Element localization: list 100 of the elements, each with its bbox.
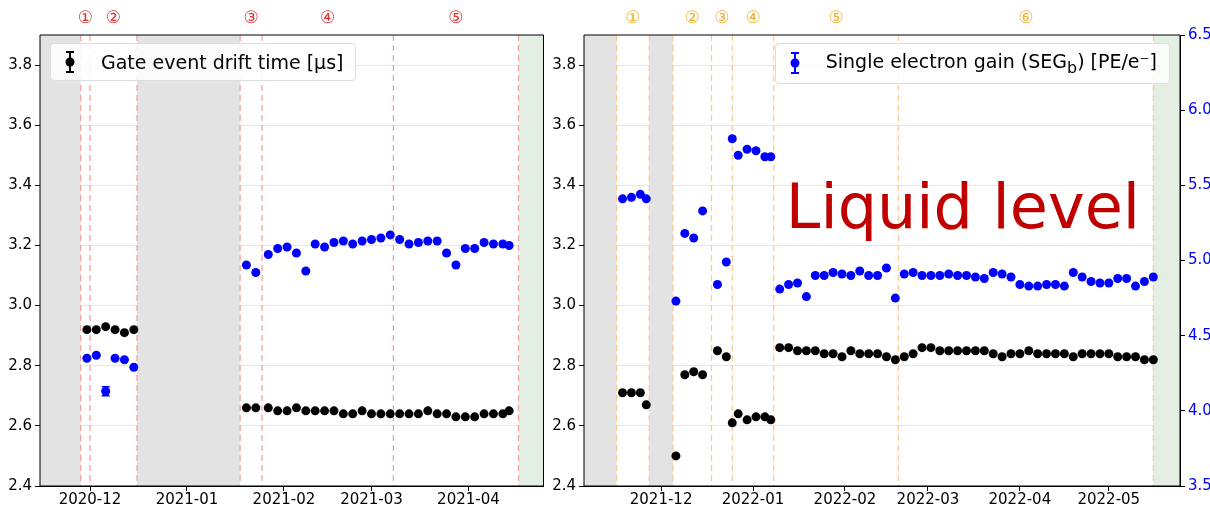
- point: [819, 271, 829, 281]
- point: [1148, 272, 1158, 282]
- text: ④: [320, 7, 336, 28]
- point: [846, 271, 856, 281]
- point: [997, 269, 1007, 279]
- point: [470, 412, 480, 422]
- text: ⑤: [448, 7, 464, 28]
- point: [479, 237, 489, 247]
- point: [479, 409, 489, 419]
- point: [1095, 349, 1105, 359]
- point: [241, 260, 251, 270]
- point: [988, 268, 998, 278]
- point: [329, 406, 339, 416]
- point: [962, 271, 972, 281]
- point: [935, 271, 945, 281]
- point: [1042, 280, 1052, 290]
- point: [855, 349, 865, 359]
- point: [926, 343, 936, 353]
- point: [129, 362, 139, 372]
- point: [917, 343, 927, 353]
- point: [742, 415, 752, 425]
- point: [775, 284, 785, 294]
- point: [1006, 349, 1016, 359]
- y2-tick-label: 4.5: [1188, 325, 1210, 344]
- point: [1015, 349, 1025, 359]
- point: [442, 248, 452, 258]
- point: [241, 403, 251, 413]
- point: [837, 269, 847, 279]
- point: [618, 194, 628, 204]
- point: [801, 292, 811, 302]
- point: [91, 350, 101, 360]
- x-tick-label: 2021-04: [437, 489, 500, 508]
- point: [1015, 280, 1025, 290]
- x-tick-label: 2020-12: [58, 489, 122, 508]
- x-tick-label: 2022-02: [813, 489, 877, 508]
- point: [1050, 349, 1060, 359]
- point: [766, 415, 776, 425]
- point: [488, 239, 498, 249]
- x-tick-label: 2022-05: [1077, 489, 1141, 508]
- point: [819, 349, 829, 359]
- point: [320, 406, 330, 416]
- point: [953, 271, 963, 281]
- point: [1122, 274, 1132, 284]
- point: [460, 243, 470, 253]
- x-tick-label: 2022-04: [988, 489, 1052, 508]
- y2-tick-label: 6.5: [1188, 24, 1210, 43]
- y-tick-label: 3.0: [8, 295, 32, 314]
- point: [82, 325, 92, 335]
- point: [828, 268, 838, 278]
- point: [881, 263, 891, 273]
- point: [310, 406, 320, 416]
- point: [367, 409, 376, 419]
- point: [810, 271, 820, 281]
- point: [357, 406, 367, 416]
- point: [1006, 272, 1016, 282]
- point: [101, 322, 111, 332]
- point: [404, 409, 414, 419]
- point: [263, 249, 273, 259]
- point: [395, 234, 405, 244]
- point: [129, 325, 139, 335]
- point: [908, 349, 918, 359]
- legend-label: Single electron gain (SEG$_{b}$) [PE/e⁻]: [825, 50, 1157, 77]
- point: [935, 346, 945, 356]
- point: [1024, 346, 1034, 356]
- point: [962, 346, 972, 356]
- point: [671, 296, 681, 306]
- point: [635, 189, 645, 199]
- y2-tick-label: 3.5: [1188, 475, 1210, 494]
- point: [727, 134, 737, 144]
- point: [873, 349, 883, 359]
- point: [1104, 278, 1114, 288]
- point: [504, 240, 514, 250]
- point: [1042, 349, 1052, 359]
- y-tick-label: 3.6: [8, 115, 32, 134]
- point: [873, 271, 883, 281]
- y-tick-label: 3.6: [552, 115, 576, 134]
- point: [1131, 281, 1141, 291]
- point: [1139, 277, 1149, 287]
- point: [733, 409, 743, 419]
- y2-tick-label: 6.0: [1188, 100, 1210, 119]
- point: [944, 269, 954, 279]
- point: [899, 269, 909, 279]
- point: [251, 403, 261, 413]
- point: [1095, 278, 1105, 288]
- point: [320, 242, 330, 252]
- point: [282, 242, 292, 252]
- text: ⑤: [828, 7, 844, 28]
- point: [432, 409, 442, 419]
- y2-tick-label: 4.0: [1188, 400, 1210, 419]
- point: [291, 403, 301, 413]
- point: [273, 243, 283, 253]
- y-tick-label: 3.2: [8, 235, 32, 254]
- point: [641, 400, 651, 410]
- point: [338, 409, 348, 419]
- point: [1033, 349, 1043, 359]
- point: [1059, 281, 1069, 291]
- point: [1104, 349, 1114, 359]
- point: [792, 346, 802, 356]
- point: [1086, 349, 1096, 359]
- legend-label: Gate event drift time [μs]: [101, 51, 344, 73]
